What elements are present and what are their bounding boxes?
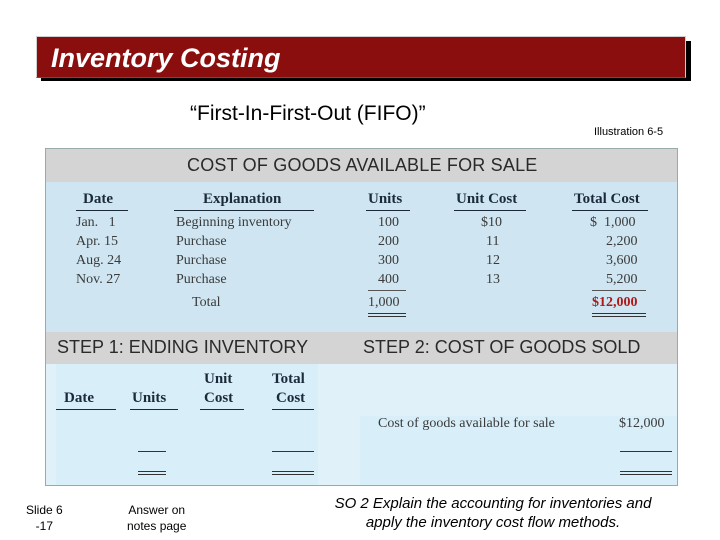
blank-line [138,451,166,452]
col-underline [130,409,178,410]
row-explanation: Purchase [176,272,227,287]
step1-col-units: Units [132,390,167,406]
double-line [592,316,646,317]
double-line [368,316,406,317]
total-label: Total [192,295,221,310]
row-total-cost: 5,200 [606,272,638,287]
blank-line [138,471,166,472]
row-total-cost: 3,600 [606,253,638,268]
cogs-header-band: COST OF GOODS AVAILABLE FOR SALE [46,149,677,182]
col-underline [174,210,314,211]
fifo-illustration: COST OF GOODS AVAILABLE FOR SALE Date Ex… [45,148,678,486]
double-line [368,313,406,314]
step2-value: $12,000 [619,416,665,431]
col-explanation: Explanation [203,191,282,207]
blank-line [138,474,166,475]
slide-number-line1: Slide 6 [26,503,63,517]
answer-note-line1: Answer on [128,503,186,517]
col-underline [76,210,128,211]
col-underline [272,409,314,410]
illustration-label: Illustration 6-5 [594,126,664,138]
row-date: Nov. 27 [76,272,121,287]
row-date: Apr. 15 [76,234,118,249]
col-underline [200,409,244,410]
step1-col-unit-line2: Cost [204,390,234,406]
step1-col-total-line2: Cost [276,390,306,406]
blank-line [272,474,314,475]
blank-line [272,471,314,472]
cogs-table: Date Explanation Units Unit Cost Total C… [46,182,677,332]
step2-table [360,416,677,485]
step1-col-total-line1: Total [272,371,305,387]
answer-note: Answer on notes page [127,502,186,534]
title-bar: Inventory Costing [36,36,686,78]
step1-header: STEP 1: ENDING INVENTORY [57,337,309,357]
blank-line [620,471,672,472]
row-total-cost: $ 1,000 [590,215,636,230]
col-units: Units [368,191,403,207]
row-unit-cost: $10 [481,215,502,230]
sum-line [592,290,646,291]
study-objective-line1: SO 2 Explain the accounting for inventor… [334,495,652,512]
answer-note-line2: notes page [127,519,187,533]
col-underline [56,409,116,410]
study-objective-line2: apply the inventory cost flow methods. [365,514,621,531]
row-units: 200 [378,234,399,249]
row-total-cost: 2,200 [606,234,638,249]
sum-line [368,290,406,291]
col-underline [366,210,410,211]
slide-number: Slide 6 -17 [26,502,63,534]
col-date: Date [83,191,113,207]
row-explanation: Purchase [176,253,227,268]
row-explanation: Beginning inventory [176,215,292,230]
step1-col-unit-line1: Unit [204,371,233,387]
row-unit-cost: 13 [486,272,500,287]
total-cost: $12,000 [592,295,638,310]
cogs-header: COST OF GOODS AVAILABLE FOR SALE [187,155,538,175]
col-total-cost: Total Cost [574,191,640,207]
row-unit-cost: 11 [486,234,500,249]
step2-header: STEP 2: COST OF GOODS SOLD [363,337,641,357]
row-date: Aug. 24 [76,253,122,268]
blank-line [620,451,672,452]
subtitle: “First-In-First-Out (FIFO)” [190,102,426,125]
blank-line [620,474,672,475]
study-objective: SO 2 Explain the accounting for inventor… [298,494,688,532]
step2-label: Cost of goods available for sale [378,416,555,431]
col-underline [454,210,526,211]
col-unit-cost: Unit Cost [456,191,518,207]
step1-table [56,364,318,485]
row-date: Jan. 1 [76,215,116,230]
col-underline [572,210,648,211]
double-line [592,313,646,314]
steps-header-band: STEP 1: ENDING INVENTORY STEP 2: COST OF… [46,332,677,364]
step1-col-date: Date [64,390,94,406]
row-units: 100 [378,215,399,230]
steps-body: Date Units Unit Cost Total Cost Cost of … [46,364,677,485]
slide-number-line2: -17 [35,519,54,533]
row-units: 300 [378,253,399,268]
row-unit-cost: 12 [486,253,500,268]
total-units: 1,000 [368,295,400,310]
blank-line [272,451,314,452]
row-units: 400 [378,272,399,287]
row-explanation: Purchase [176,234,227,249]
slide-title: Inventory Costing [51,43,281,73]
